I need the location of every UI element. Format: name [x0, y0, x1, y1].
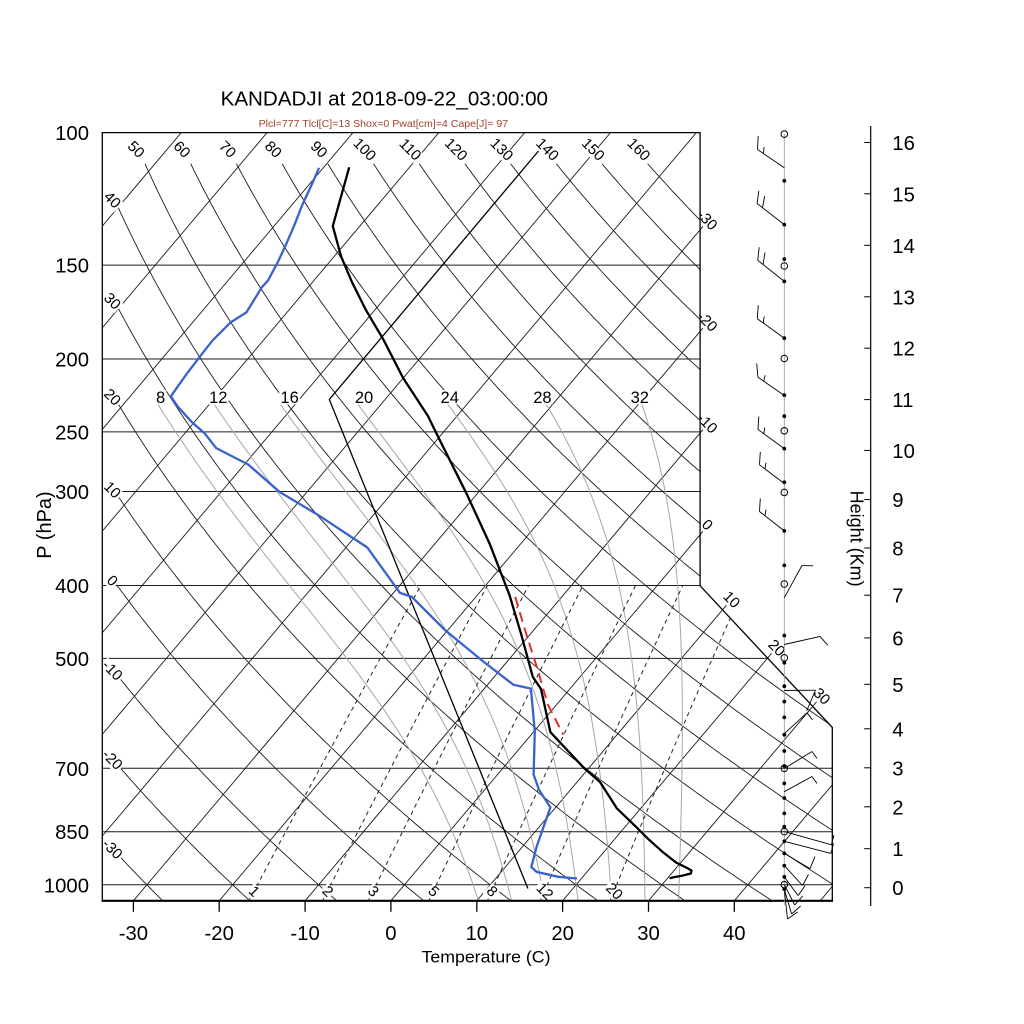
svg-text:16: 16 — [280, 389, 298, 407]
svg-text:40: 40 — [723, 923, 746, 945]
svg-text:3: 3 — [892, 758, 903, 780]
svg-text:300: 300 — [55, 482, 89, 504]
svg-text:0: 0 — [385, 923, 396, 945]
svg-text:200: 200 — [55, 350, 89, 372]
svg-text:5: 5 — [892, 675, 903, 697]
svg-text:24: 24 — [441, 389, 459, 407]
svg-text:10: 10 — [892, 441, 915, 463]
svg-text:28: 28 — [533, 389, 551, 407]
svg-text:0: 0 — [892, 878, 903, 900]
svg-text:100: 100 — [55, 123, 89, 145]
svg-text:4: 4 — [892, 719, 903, 741]
svg-text:250: 250 — [55, 422, 89, 444]
svg-text:9: 9 — [892, 490, 903, 512]
svg-text:15: 15 — [892, 184, 915, 206]
svg-text:-10: -10 — [290, 923, 319, 945]
svg-text:20: 20 — [355, 389, 373, 407]
svg-text:14: 14 — [892, 236, 915, 258]
svg-text:1: 1 — [892, 839, 903, 861]
svg-text:7: 7 — [892, 586, 903, 608]
svg-text:8: 8 — [156, 389, 165, 407]
svg-text:12: 12 — [209, 389, 227, 407]
svg-text:150: 150 — [55, 256, 89, 278]
svg-text:8: 8 — [892, 539, 903, 561]
svg-text:KANDADJI at 2018-09-22_03:00:0: KANDADJI at 2018-09-22_03:00:00 — [221, 88, 548, 111]
svg-text:30: 30 — [637, 923, 660, 945]
svg-text:13: 13 — [892, 287, 915, 309]
svg-text:12: 12 — [892, 339, 915, 361]
svg-text:20: 20 — [551, 923, 574, 945]
svg-text:1000: 1000 — [44, 875, 89, 897]
svg-text:2: 2 — [892, 797, 903, 819]
svg-text:10: 10 — [466, 923, 489, 945]
svg-text:-30: -30 — [119, 923, 148, 945]
svg-text:Plcl=777 Tlcl[C]=13 Shox=0 Pwa: Plcl=777 Tlcl[C]=13 Shox=0 Pwat[cm]=4 Ca… — [259, 119, 509, 130]
svg-text:6: 6 — [892, 628, 903, 650]
svg-text:32: 32 — [631, 389, 649, 407]
svg-text:Height (Km): Height (Km) — [847, 491, 867, 587]
svg-text:11: 11 — [892, 390, 913, 412]
svg-text:-20: -20 — [205, 923, 234, 945]
svg-text:700: 700 — [55, 759, 89, 781]
svg-text:16: 16 — [892, 133, 915, 155]
svg-text:P (hPa): P (hPa) — [34, 491, 56, 558]
svg-text:Temperature (C): Temperature (C) — [422, 948, 551, 967]
svg-text:500: 500 — [55, 649, 89, 671]
svg-text:850: 850 — [55, 822, 89, 844]
svg-text:400: 400 — [55, 576, 89, 598]
